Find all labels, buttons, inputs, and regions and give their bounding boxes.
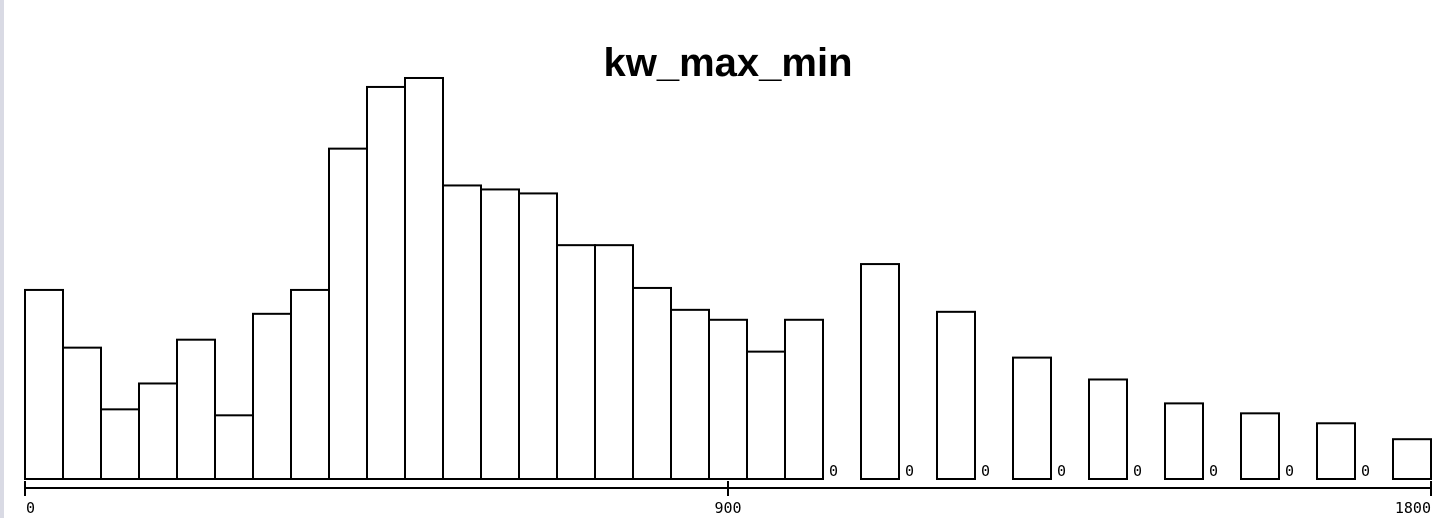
histogram-bar [784, 318, 824, 481]
histogram-bar [518, 192, 558, 480]
histogram-bar [214, 414, 254, 481]
zero-count-label: 0 [829, 462, 838, 480]
histogram-bar [632, 286, 672, 481]
histogram-bar [1316, 422, 1356, 480]
histogram-bar [328, 147, 368, 480]
histogram-bar [936, 310, 976, 480]
histogram-bar [1088, 378, 1128, 480]
chart-title: kw_max_min [603, 41, 853, 85]
bars-group [24, 76, 1432, 481]
histogram-bar [1012, 356, 1052, 481]
histogram-bar [556, 244, 596, 480]
zero-count-label: 0 [1057, 462, 1066, 480]
histogram-bar [480, 188, 520, 480]
histogram-bar [62, 346, 102, 480]
histogram-bar [252, 312, 292, 480]
window-edge [0, 0, 4, 518]
histogram-bar [138, 382, 178, 480]
histogram-bar [860, 263, 900, 480]
histogram-bar [594, 244, 634, 480]
histogram-bar [366, 85, 406, 480]
histogram-bar [746, 350, 786, 481]
histogram-bar [1164, 402, 1204, 481]
histogram-bar [100, 408, 140, 481]
zero-count-label: 0 [1209, 462, 1218, 480]
histogram-bar [708, 318, 748, 481]
histogram-bar [1240, 412, 1280, 480]
x-ticks-group: 0 900 1800 [24, 481, 1432, 517]
zero-count-label: 0 [981, 462, 990, 480]
histogram-bar [176, 338, 216, 480]
x-tick-label: 0 [26, 499, 35, 517]
histogram-bar [1392, 438, 1432, 481]
histogram-bar [442, 184, 482, 481]
histogram-bar [290, 288, 330, 480]
x-tick-label: 1800 [1395, 499, 1431, 517]
zero-labels-group: 0 0 0 0 0 0 0 0 [829, 462, 1370, 480]
zero-count-label: 0 [905, 462, 914, 480]
histogram-bar [404, 76, 444, 481]
zero-count-label: 0 [1133, 462, 1142, 480]
zero-count-label: 0 [1285, 462, 1294, 480]
x-tick-label: 900 [714, 499, 741, 517]
histogram-bar [670, 308, 710, 480]
zero-count-label: 0 [1361, 462, 1370, 480]
histogram-bar [24, 288, 64, 480]
